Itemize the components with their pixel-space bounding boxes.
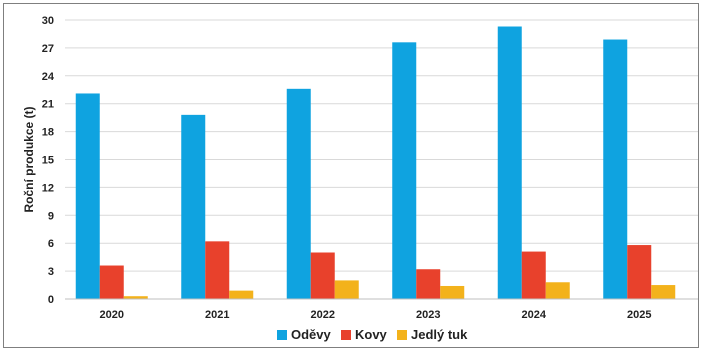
x-tick-label: 2024	[522, 309, 547, 321]
legend: Oděvy Kovy Jedlý tuk	[277, 327, 468, 342]
bar-Oděvy-2021	[181, 114, 206, 299]
x-tick-label: 2021	[205, 309, 229, 321]
legend-label: Kovy	[355, 327, 388, 342]
bar-Jedlý tuk-2021	[229, 290, 254, 299]
bar-Oděvy-2020	[75, 93, 100, 299]
bar-Kovy-2024	[521, 251, 546, 299]
bar-Jedlý tuk-2020	[123, 296, 148, 299]
legend-label: Oděvy	[291, 327, 332, 342]
y-tick-label: 30	[42, 15, 54, 27]
bar-Jedlý tuk-2022	[334, 280, 359, 299]
y-tick-label: 27	[42, 43, 54, 55]
bar-Jedlý tuk-2025	[651, 285, 676, 299]
y-tick-label: 12	[42, 182, 54, 194]
bar-Oděvy-2022	[286, 88, 311, 299]
y-tick-label: 24	[42, 71, 55, 83]
x-tick-label: 2023	[416, 309, 440, 321]
bar-Kovy-2020	[99, 265, 124, 299]
bar-Jedlý tuk-2023	[440, 285, 465, 299]
bar-Kovy-2023	[416, 269, 441, 299]
y-tick-label: 6	[48, 238, 54, 250]
x-tick-label: 2025	[627, 309, 651, 321]
y-tick-label: 3	[48, 266, 54, 278]
gridlines	[65, 19, 698, 272]
legend-swatch-2	[397, 330, 407, 340]
x-tick-label: 2022	[311, 309, 335, 321]
x-tick-label: 2020	[100, 309, 124, 321]
bar-Kovy-2025	[627, 245, 652, 299]
y-tick-label: 9	[48, 210, 54, 222]
bar-Kovy-2022	[310, 252, 335, 299]
y-tick-label: 15	[42, 155, 54, 167]
bar-Oděvy-2025	[603, 39, 628, 299]
y-tick-labels: 0 3 6 9 12 15 18 21 24 27 30	[42, 15, 55, 306]
bar-Oděvy-2023	[392, 42, 417, 299]
bar-Oděvy-2024	[497, 26, 522, 299]
bar-Jedlý tuk-2024	[545, 282, 570, 299]
x-tick-labels: 2020 2021 2022 2023 2024 2025	[100, 309, 652, 321]
bars	[75, 26, 676, 299]
y-tick-label: 0	[48, 294, 54, 306]
legend-label: Jedlý tuk	[411, 327, 468, 342]
y-tick-label: 21	[42, 99, 54, 111]
y-tick-label: 18	[42, 127, 54, 139]
legend-swatch-0	[277, 330, 287, 340]
legend-swatch-1	[341, 330, 351, 340]
y-axis-title: Roční produkce (t)	[22, 106, 36, 212]
bar-Kovy-2021	[205, 241, 230, 299]
